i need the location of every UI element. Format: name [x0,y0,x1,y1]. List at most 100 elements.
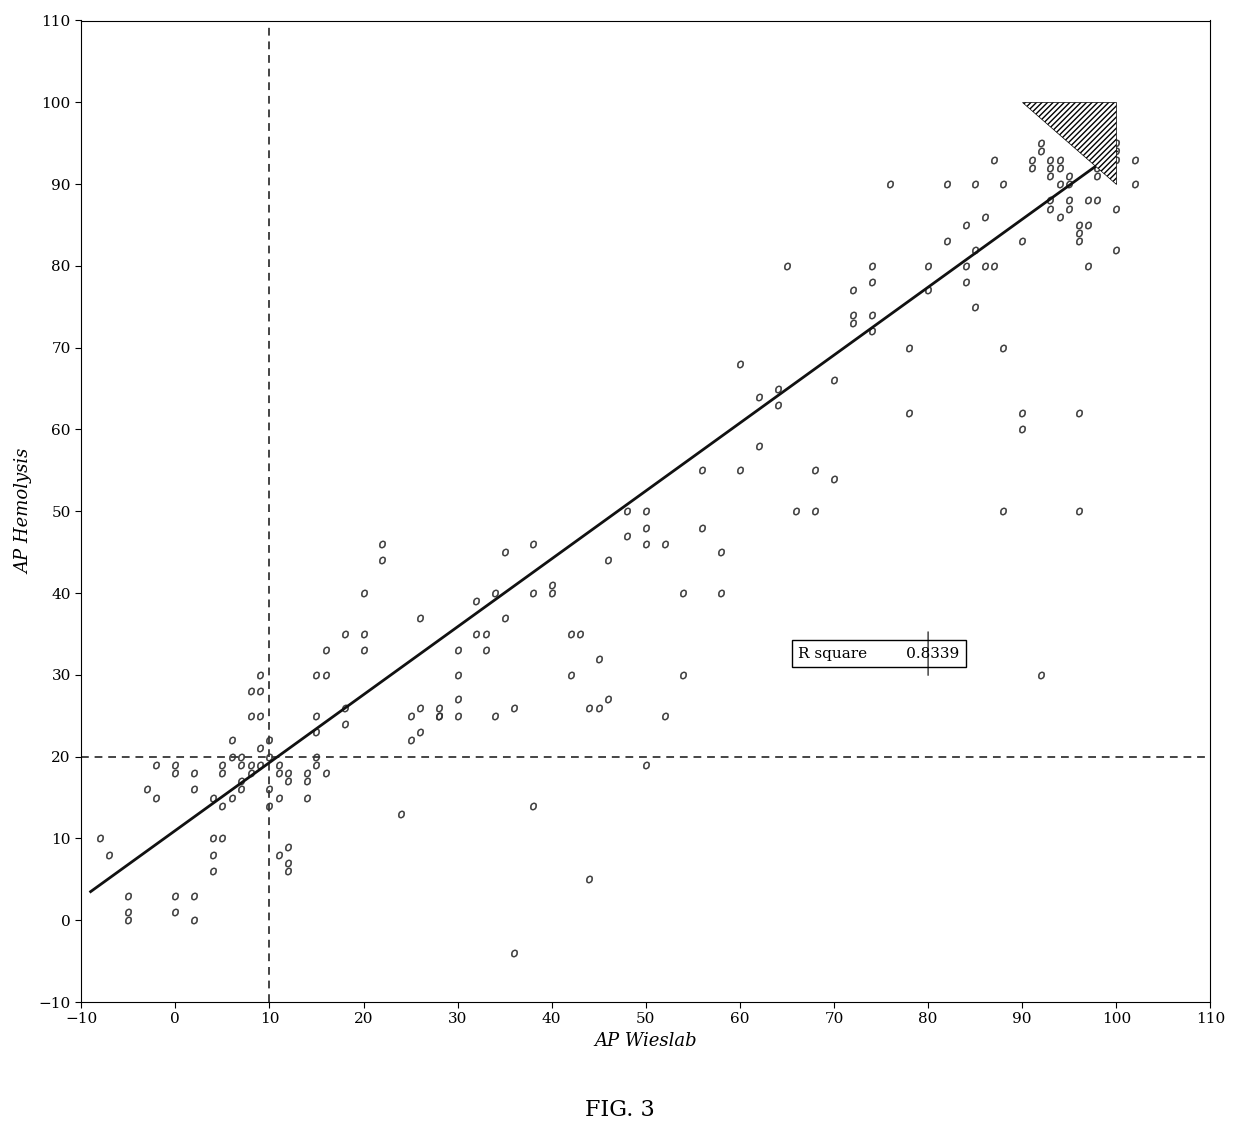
Point [673,666,693,684]
Point [993,502,1013,520]
Point [1087,159,1107,177]
Point [1059,191,1079,210]
Point [560,666,580,684]
Point [259,731,279,749]
Point [1097,126,1117,144]
Point [636,756,656,774]
Point [598,690,618,708]
Point [673,583,693,602]
Point [448,707,467,725]
Point [1050,174,1070,193]
Point [165,764,185,782]
Point [278,862,298,880]
Point [655,535,675,553]
Point [203,845,223,863]
Point [618,502,637,520]
Point [1022,159,1042,177]
Point [560,625,580,644]
Point [410,699,430,717]
Point [392,804,412,823]
Point [636,535,656,553]
Point [1050,207,1070,225]
Point [1032,134,1052,152]
Point [1012,420,1032,438]
Point [259,781,279,799]
Point [692,519,712,537]
Point [712,543,732,561]
Point [335,625,355,644]
Point [993,339,1013,357]
Point [476,625,496,644]
Point [335,715,355,733]
Point [466,593,486,611]
Point [1106,143,1126,161]
Point [278,837,298,855]
Point [749,437,769,455]
Point [278,764,298,782]
Point [250,666,270,684]
Point [185,764,205,782]
Point [298,772,317,790]
Point [241,764,260,782]
Point [1097,151,1117,169]
Point [1032,666,1052,684]
Point [843,281,863,299]
Point [269,789,289,807]
Point [298,764,317,782]
Polygon shape [1022,102,1116,184]
Point [655,707,675,725]
Point [862,306,882,324]
Point [259,748,279,766]
Point [1078,216,1097,235]
Point [985,257,1004,275]
Point [570,625,590,644]
Point [91,829,110,847]
Point [222,748,242,766]
Point [692,461,712,479]
Point [203,829,223,847]
Point [466,625,486,644]
Point [1069,502,1089,520]
Point [956,257,976,275]
Point [316,764,336,782]
Point [429,699,449,717]
Point [523,796,543,815]
Point [918,281,937,299]
Point [485,583,505,602]
Point [505,699,525,717]
Point [730,461,750,479]
Point [448,690,467,708]
Point [1022,151,1042,169]
Point [862,273,882,291]
Point [495,543,515,561]
Point [1032,143,1052,161]
Point [232,748,252,766]
Point [165,887,185,905]
Point [768,380,787,398]
Point [306,707,326,725]
Point [212,796,232,815]
Point [118,903,138,921]
Point [335,699,355,717]
Point [250,682,270,700]
Point [1078,191,1097,210]
Point [712,583,732,602]
Point [165,903,185,921]
Point [269,764,289,782]
Point [118,887,138,905]
Point [306,723,326,741]
Point [918,257,937,275]
Point [825,469,844,487]
Point [1012,232,1032,250]
Point [1050,159,1070,177]
Point [259,796,279,815]
Point [589,649,609,667]
Point [965,298,985,316]
Point [636,519,656,537]
Point [1040,159,1060,177]
Point [749,387,769,406]
Point [401,731,420,749]
Point [372,535,392,553]
Point [222,731,242,749]
Point [777,257,797,275]
